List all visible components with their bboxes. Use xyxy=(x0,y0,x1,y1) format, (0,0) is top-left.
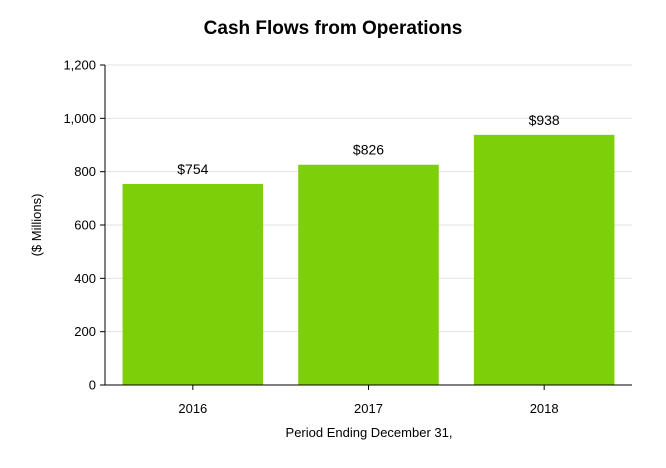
bar xyxy=(122,183,264,385)
bars xyxy=(122,134,615,385)
data-label: $754 xyxy=(177,161,208,177)
x-tick-label: 2016 xyxy=(178,401,207,416)
x-axis-label: Period Ending December 31, xyxy=(286,425,453,440)
x-axis-ticks: 2016 2017 2018 xyxy=(178,385,559,416)
y-tick-label: 1,200 xyxy=(63,58,96,73)
y-tick-label: 200 xyxy=(74,324,96,339)
y-tick-label: 600 xyxy=(74,218,96,233)
x-tick-label: 2017 xyxy=(354,401,383,416)
y-tick-label: 0 xyxy=(89,378,96,393)
y-tick-label: 400 xyxy=(74,271,96,286)
y-tick-label: 1,000 xyxy=(63,111,96,126)
x-tick-label: 2018 xyxy=(530,401,559,416)
data-label: $938 xyxy=(529,112,560,128)
bar xyxy=(298,164,439,385)
chart-title: Cash Flows from Operations xyxy=(204,18,463,39)
y-axis-ticks: 0 200 400 600 800 1,000 1,200 xyxy=(63,58,105,393)
data-label: $826 xyxy=(353,142,384,158)
data-labels: $754 $826 $938 xyxy=(177,112,560,177)
y-axis-label: ($ Millions) xyxy=(29,194,44,257)
bar xyxy=(473,134,615,385)
y-tick-label: 800 xyxy=(74,164,96,179)
